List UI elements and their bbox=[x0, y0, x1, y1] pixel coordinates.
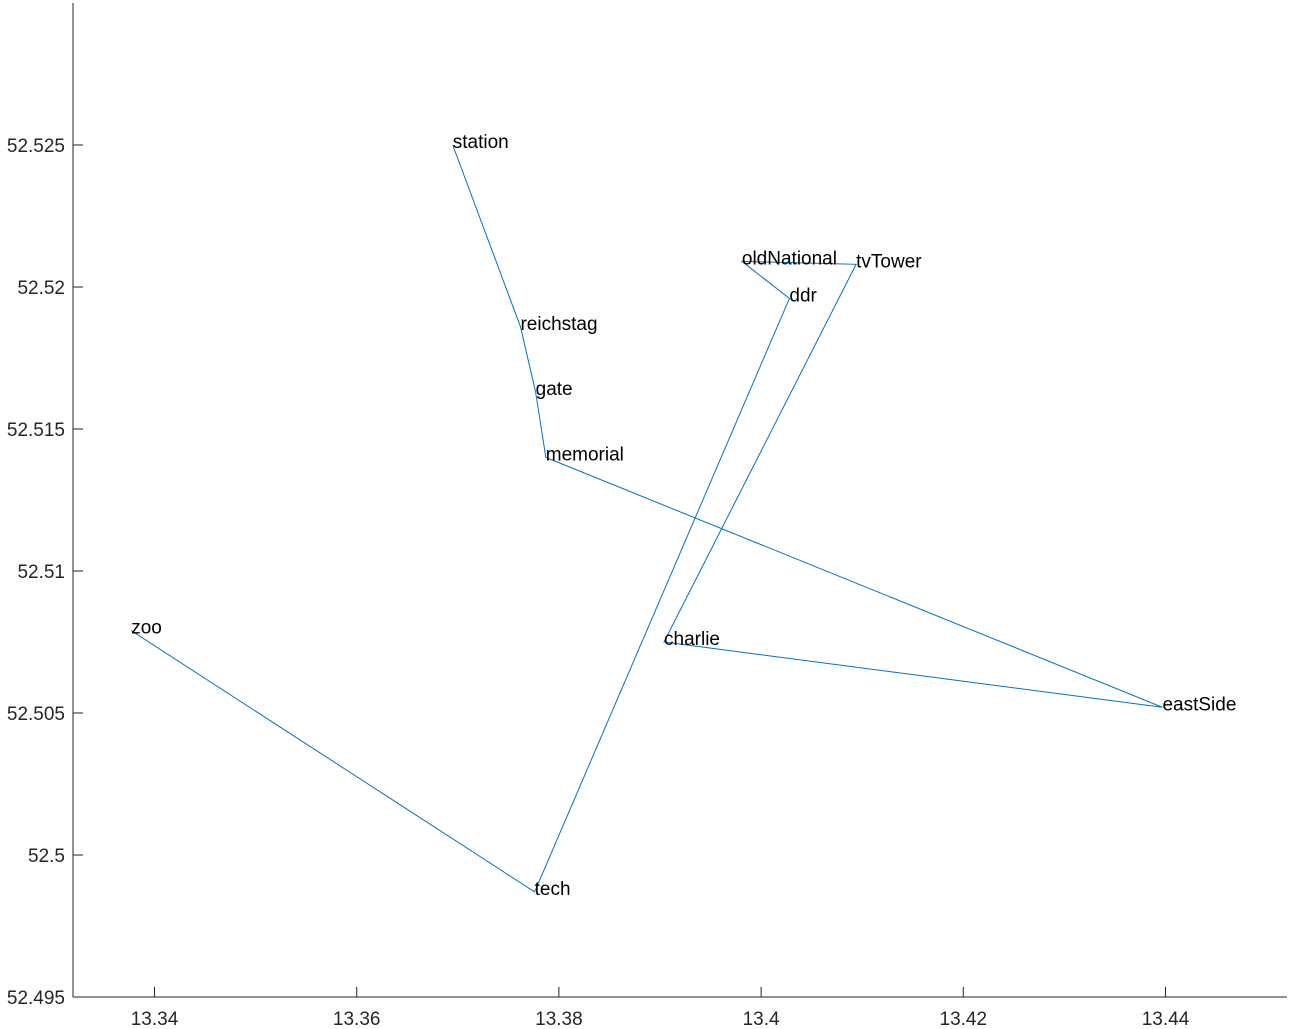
x-axis-ticks: 13.34 13.36 13.38 13.4 13.42 13.44 bbox=[131, 987, 1190, 1029]
point-label-oldNational: oldNational bbox=[742, 248, 837, 269]
point-label-charlie: charlie bbox=[664, 629, 720, 650]
x-tick-label: 13.42 bbox=[940, 1009, 988, 1029]
y-tick-label: 52.525 bbox=[7, 136, 65, 157]
x-tick-label: 13.44 bbox=[1142, 1009, 1190, 1029]
x-tick-label: 13.38 bbox=[535, 1009, 583, 1029]
point-label-tech: tech bbox=[535, 879, 571, 900]
point-label-reichstag: reichstag bbox=[520, 314, 597, 335]
point-labels: station reichstag gate memorial eastSide char… bbox=[131, 132, 1236, 900]
point-label-tvTower: tvTower bbox=[856, 251, 922, 272]
x-tick-label: 13.36 bbox=[333, 1009, 381, 1029]
y-tick-label: 52.51 bbox=[17, 562, 65, 583]
series-line bbox=[130, 144, 1163, 893]
x-tick-label: 13.4 bbox=[743, 1009, 780, 1029]
point-label-eastSide: eastSide bbox=[1162, 694, 1236, 715]
point-label-gate: gate bbox=[536, 379, 573, 400]
y-tick-label: 52.5 bbox=[28, 846, 65, 867]
y-tick-label: 52.495 bbox=[7, 988, 65, 1009]
y-axis-ticks: 52.495 52.5 52.505 52.51 52.515 52.52 52.525 bbox=[7, 136, 83, 1009]
axes bbox=[72, 3, 1287, 998]
point-label-station: station bbox=[453, 132, 509, 153]
point-label-zoo: zoo bbox=[131, 618, 162, 639]
y-tick-label: 52.505 bbox=[7, 704, 65, 725]
point-label-ddr: ddr bbox=[789, 285, 817, 306]
route-line bbox=[130, 144, 1163, 893]
y-tick-label: 52.515 bbox=[7, 420, 65, 441]
x-tick-label: 13.34 bbox=[131, 1009, 179, 1029]
y-tick-label: 52.52 bbox=[17, 278, 65, 299]
point-label-memorial: memorial bbox=[546, 444, 624, 465]
